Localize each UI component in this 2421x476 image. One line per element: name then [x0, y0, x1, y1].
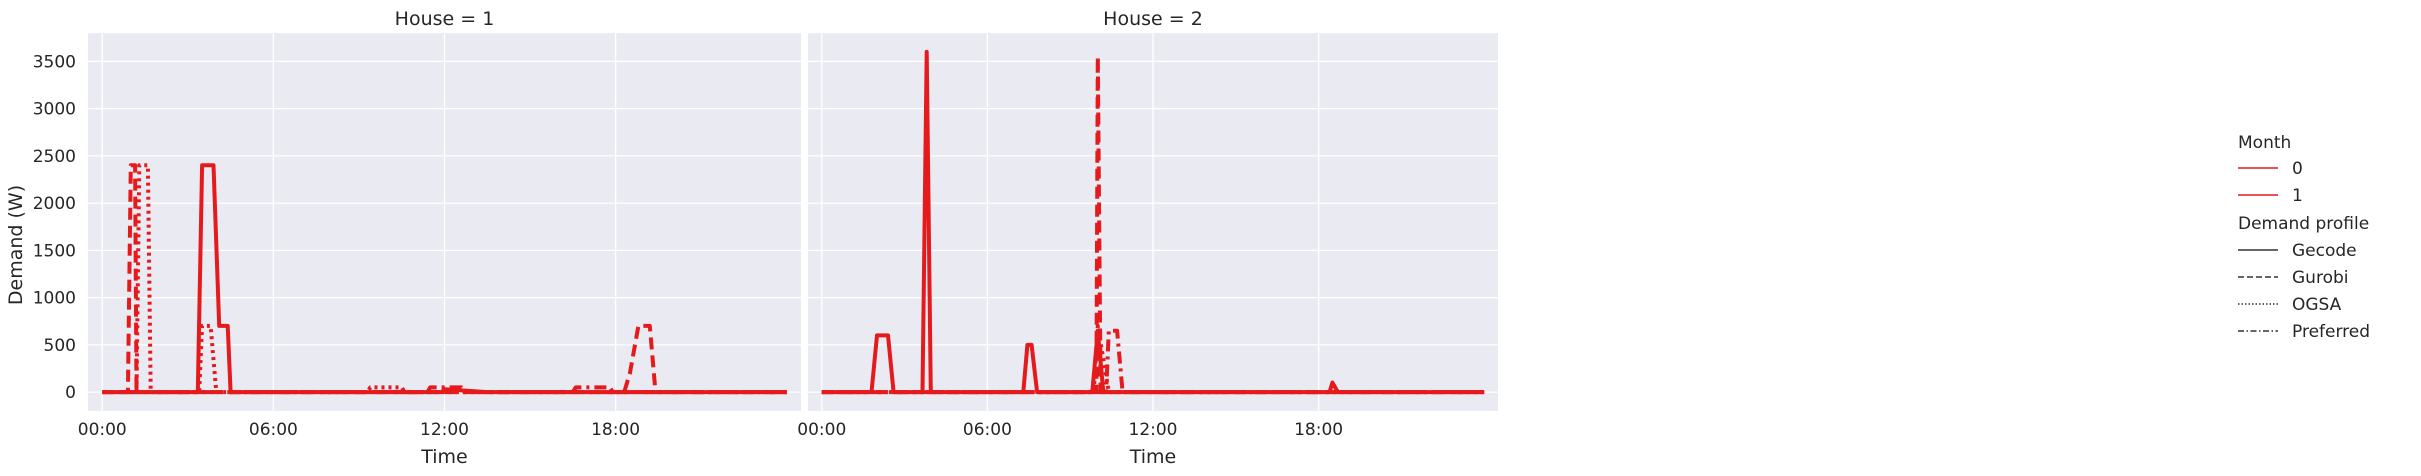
panel-title: House = 2	[1103, 8, 1203, 30]
legend-style-label: OGSA	[2292, 295, 2342, 315]
y-tick-label: 2000	[33, 194, 76, 214]
y-tick-label: 500	[44, 336, 76, 356]
y-tick-label: 2500	[33, 147, 76, 167]
legend-style-label: Gecode	[2292, 241, 2357, 261]
x-tick-label: 00:00	[797, 420, 846, 440]
legend-style-label: Gurobi	[2292, 268, 2348, 288]
y-axis-label: Demand (W)	[5, 185, 27, 305]
series-line-gurobi	[102, 163, 787, 395]
series-line-preferred	[821, 328, 1485, 395]
legend-hue-label: 0	[2292, 159, 2303, 179]
series-line-preferred	[102, 385, 787, 395]
legend-hue-title: Month	[2238, 133, 2291, 153]
x-tick-label: 00:00	[78, 420, 127, 440]
x-tick-label: 12:00	[1129, 420, 1178, 440]
y-tick-label: 0	[65, 383, 76, 403]
legend: Month Demand profile 0 1 Gecode Gurobi OGSA P…	[2238, 133, 2370, 342]
x-tick-label: 12:00	[420, 420, 469, 440]
panel-house-2: House = 2 00:00 06:00 12:00 18:00 Time	[797, 8, 1498, 468]
y-tick-label: 1000	[33, 289, 76, 309]
panels: House = 1 00:00 06:00 12:00 18:00 Time 0 500 100…	[33, 8, 1498, 468]
y-tick-label: 3000	[33, 100, 76, 120]
x-tick-label: 18:00	[591, 420, 640, 440]
series-line-ogsa	[102, 163, 787, 395]
legend-style-title: Demand profile	[2238, 214, 2369, 234]
panel-house-1: House = 1 00:00 06:00 12:00 18:00 Time 0 500 100…	[33, 8, 801, 468]
series-line-ogsa	[821, 323, 1485, 395]
x-tick-label: 06:00	[963, 420, 1012, 440]
y-tick-label: 3500	[33, 52, 76, 72]
x-tick-label: 06:00	[249, 420, 298, 440]
x-axis-label: Time	[420, 446, 468, 468]
legend-hue-label: 1	[2292, 186, 2303, 206]
legend-style-label: Preferred	[2292, 322, 2370, 342]
x-axis-label: Time	[1129, 446, 1177, 468]
y-tick-label: 1500	[33, 241, 76, 261]
panel-title: House = 1	[395, 8, 495, 30]
x-tick-label: 18:00	[1294, 420, 1343, 440]
